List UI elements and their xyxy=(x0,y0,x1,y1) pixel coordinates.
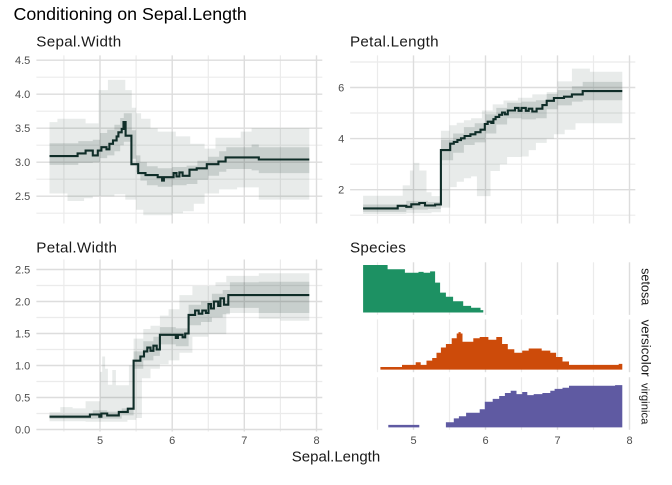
svg-text:6: 6 xyxy=(169,435,175,447)
svg-text:setosa: setosa xyxy=(638,268,652,305)
svg-text:3.5: 3.5 xyxy=(15,123,30,135)
svg-text:4.5: 4.5 xyxy=(15,55,30,67)
svg-text:4.0: 4.0 xyxy=(15,89,30,101)
svg-text:versicolor: versicolor xyxy=(638,320,653,377)
svg-text:5: 5 xyxy=(410,435,416,447)
svg-text:Petal.Width: Petal.Width xyxy=(36,239,117,256)
svg-text:2.5: 2.5 xyxy=(15,191,30,203)
svg-text:0.0: 0.0 xyxy=(15,425,30,437)
svg-text:5: 5 xyxy=(97,435,103,447)
svg-text:Conditioning on Sepal.Length: Conditioning on Sepal.Length xyxy=(14,4,247,24)
svg-text:virginica: virginica xyxy=(638,383,650,425)
svg-text:3.0: 3.0 xyxy=(15,157,30,169)
svg-text:2.0: 2.0 xyxy=(15,297,30,309)
svg-text:8: 8 xyxy=(313,435,319,447)
svg-text:7: 7 xyxy=(554,435,560,447)
svg-text:1.5: 1.5 xyxy=(15,329,30,341)
svg-text:1.0: 1.0 xyxy=(15,361,30,373)
svg-text:8: 8 xyxy=(626,435,632,447)
svg-text:7: 7 xyxy=(241,435,247,447)
svg-text:2.5: 2.5 xyxy=(15,265,30,277)
svg-text:6: 6 xyxy=(482,435,488,447)
svg-text:4: 4 xyxy=(338,134,344,146)
svg-text:Sepal.Width: Sepal.Width xyxy=(36,34,121,51)
svg-text:0.5: 0.5 xyxy=(15,393,30,405)
svg-text:Petal.Length: Petal.Length xyxy=(350,34,439,51)
svg-text:6: 6 xyxy=(338,83,344,95)
svg-text:Sepal.Length: Sepal.Length xyxy=(292,449,380,466)
svg-text:Species: Species xyxy=(350,239,406,256)
svg-text:2: 2 xyxy=(338,185,344,197)
